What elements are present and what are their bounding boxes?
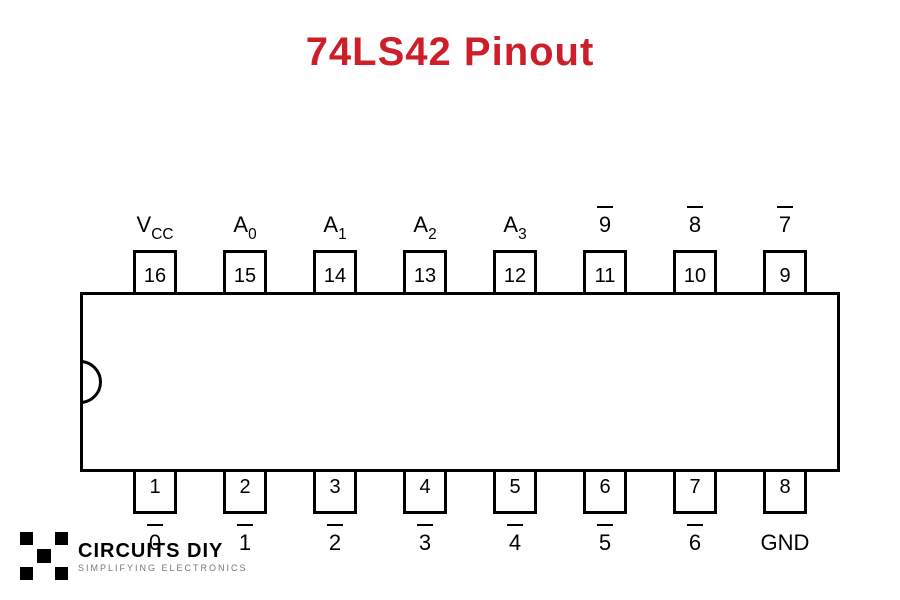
chip-notch xyxy=(80,360,102,404)
bot-pin-5: 5 xyxy=(493,472,537,514)
pin-label: A0 xyxy=(203,212,287,242)
top-pin-16: 16 xyxy=(133,250,177,292)
pin-label: A2 xyxy=(383,212,467,242)
top-pin-15: 15 xyxy=(223,250,267,292)
top-pin-13: 13 xyxy=(403,250,447,292)
top-pin-12: 12 xyxy=(493,250,537,292)
pin-label: 6 xyxy=(653,530,737,556)
pin-number: 16 xyxy=(136,265,174,288)
top-pin-9: 9 xyxy=(763,250,807,292)
pin-label: 9 xyxy=(563,212,647,238)
pin-label: A3 xyxy=(473,212,557,242)
pin-label: 7 xyxy=(743,212,827,238)
pin-number: 3 xyxy=(316,476,354,499)
pin-number: 14 xyxy=(316,265,354,288)
bot-pin-3: 3 xyxy=(313,472,357,514)
bot-pin-1: 1 xyxy=(133,472,177,514)
pin-number: 6 xyxy=(586,476,624,499)
pin-number: 8 xyxy=(766,476,804,499)
top-pin-14: 14 xyxy=(313,250,357,292)
bot-pin-4: 4 xyxy=(403,472,447,514)
pin-number: 13 xyxy=(406,265,444,288)
bot-pin-8: 8 xyxy=(763,472,807,514)
pin-number: 10 xyxy=(676,265,714,288)
top-pin-10: 10 xyxy=(673,250,717,292)
logo-text-tagline: SIMPLIFYING ELECTRONICS xyxy=(78,563,248,573)
logo-text-main: CIRCUITS DIY xyxy=(78,540,248,563)
pin-number: 15 xyxy=(226,265,264,288)
pin-number: 4 xyxy=(406,476,444,499)
pin-number: 1 xyxy=(136,476,174,499)
logo-mark-icon xyxy=(20,532,68,580)
page-title: 74LS42 Pinout xyxy=(0,30,900,75)
pin-label: 5 xyxy=(563,530,647,556)
brand-logo: CIRCUITS DIY SIMPLIFYING ELECTRONICS xyxy=(20,532,248,580)
pin-label: GND xyxy=(743,530,827,556)
bot-pin-6: 6 xyxy=(583,472,627,514)
pin-label: VCC xyxy=(113,212,197,242)
bot-pin-2: 2 xyxy=(223,472,267,514)
pin-label: 4 xyxy=(473,530,557,556)
pin-number: 12 xyxy=(496,265,534,288)
pin-label: 8 xyxy=(653,212,737,238)
pin-label: A1 xyxy=(293,212,377,242)
chip-body xyxy=(80,292,840,472)
pin-number: 9 xyxy=(766,265,804,288)
pin-number: 7 xyxy=(676,476,714,499)
pin-label: 2 xyxy=(293,530,377,556)
bot-pin-7: 7 xyxy=(673,472,717,514)
pin-number: 11 xyxy=(586,265,624,288)
pin-number: 5 xyxy=(496,476,534,499)
pin-label: 3 xyxy=(383,530,467,556)
top-pin-11: 11 xyxy=(583,250,627,292)
pin-number: 2 xyxy=(226,476,264,499)
